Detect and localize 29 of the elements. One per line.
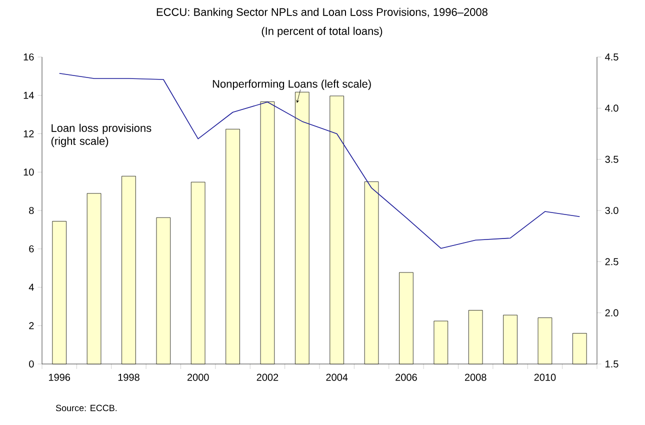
y2-tick-label: 3.0 [605, 206, 618, 214]
source-note: Source: ECCB. [56, 404, 117, 412]
x-tick-label: 1996 [49, 374, 70, 381]
y2-tick-label: 2.0 [605, 309, 618, 316]
y-tick-label: 14 [24, 92, 34, 99]
x-tick-label: 2010 [534, 374, 556, 381]
y-tick-label: 16 [24, 53, 34, 61]
y2-tick-label: 2.5 [605, 258, 618, 266]
y-tick-label: 0 [29, 360, 34, 368]
x-tick-label: 2008 [464, 374, 486, 381]
y2-tick-label: 1.5 [606, 360, 618, 368]
y-tick-label: 8 [29, 206, 34, 214]
y2-tick-label: 3.5 [605, 156, 618, 163]
chart-subtitle: (In percent of total loans) [262, 26, 382, 38]
y-tick-label: 10 [24, 168, 34, 176]
y2-tick-label: 4.5 [605, 54, 618, 60]
y2-tick-label: 4.0 [605, 104, 618, 112]
x-tick-label: 2000 [187, 374, 209, 381]
annotation: Nonperforming Loans (left scale) [212, 80, 371, 90]
y-tick-label: 2 [29, 322, 34, 330]
x-tick-label: 2006 [396, 374, 417, 381]
x-tick-label: 1998 [118, 374, 140, 381]
y-tick-label: 6 [29, 245, 34, 252]
x-tick-label: 2004 [326, 374, 348, 381]
y-tick-label: 4 [28, 284, 34, 291]
x-tick-label: 2002 [256, 374, 278, 381]
annotation: Loan loss provisions (right scale) [51, 124, 152, 148]
y-tick-label: 12 [24, 130, 34, 138]
chart-title: ECCU: Banking Sector NPLs and Loan Loss Provisions, 1996–2008 [156, 8, 488, 18]
